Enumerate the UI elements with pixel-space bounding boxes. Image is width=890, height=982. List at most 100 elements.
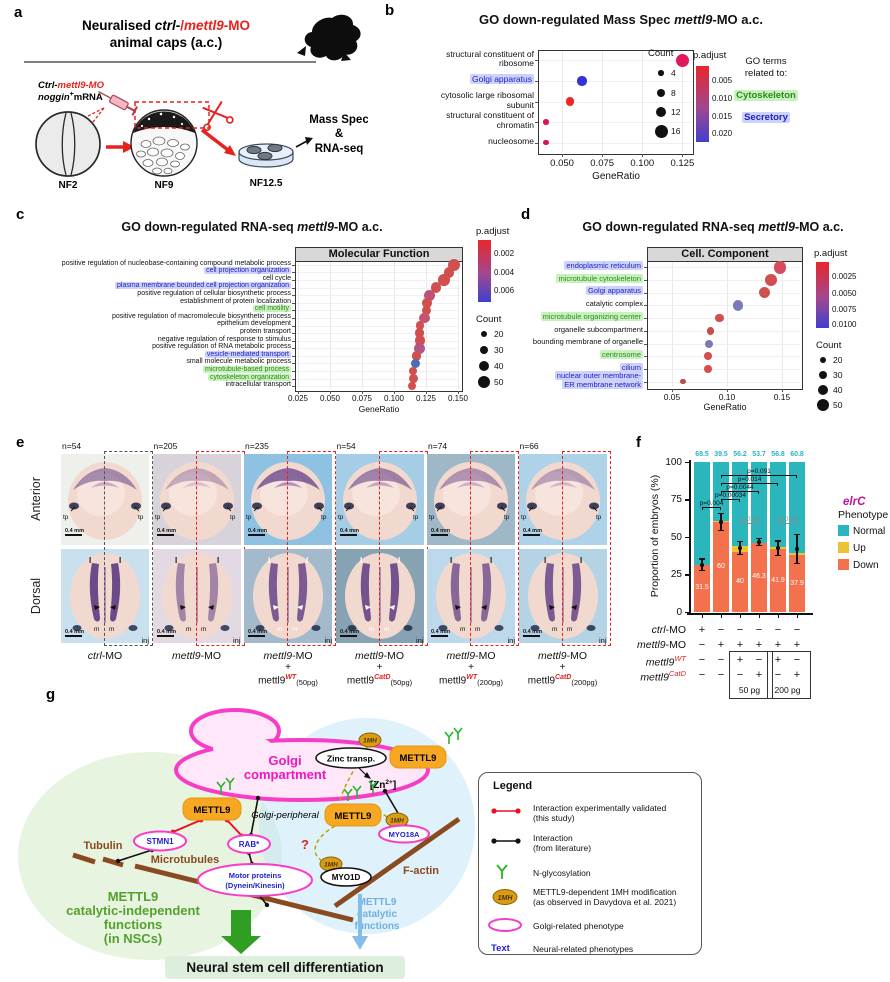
data-dot-c [438, 274, 450, 286]
f-error-cap [737, 541, 743, 543]
f-bracket-tick [777, 483, 779, 486]
f-bracket-line [702, 507, 721, 509]
data-dot-c [414, 342, 426, 354]
panel-label-f: f [636, 434, 641, 451]
term-tick [644, 330, 647, 332]
f-matrix-cell: − [698, 654, 706, 666]
term-tick [535, 122, 538, 124]
f-bracket-tick [778, 523, 780, 526]
f-legend-label: Normal [853, 526, 886, 537]
question-mark: ? [301, 837, 309, 852]
term-label-d: bounding membrane of organelle [532, 337, 643, 347]
data-dot-b [543, 139, 549, 146]
gridline-h [648, 292, 800, 294]
x-tick-c: 0.125 [415, 394, 437, 403]
e-caption-line1: mettl9-MO [354, 650, 404, 662]
svg-text:(Dynein/Kinesin): (Dynein/Kinesin) [225, 881, 285, 890]
count-legend-dot [816, 398, 830, 412]
e-caption-line1: mettl9-MO [537, 650, 587, 662]
data-dot-c [407, 381, 417, 391]
data-dot-c [408, 374, 418, 384]
padjust-label: 0.0050 [832, 288, 857, 298]
x-tick-mark [394, 391, 395, 394]
f-dose-box [766, 651, 811, 699]
plot-area-d [647, 261, 803, 390]
data-dot-d [758, 287, 771, 299]
f-bar-down [694, 564, 710, 612]
gridline-h [296, 325, 460, 327]
e-n-label: n=74 [428, 441, 448, 451]
zinc-ion-label: [Zn2+] [370, 779, 396, 791]
term-label-c: positive regulation of RNA metabolic pro… [152, 343, 291, 351]
term-label-c: small molecule metabolic process [186, 358, 291, 366]
f-bracket-tick [721, 475, 723, 478]
svg-text:l: l [217, 556, 219, 565]
f-error-cap [794, 563, 800, 565]
count-legend-dot [655, 106, 667, 118]
data-dot-c [419, 312, 430, 324]
term-tick [292, 287, 295, 289]
gridline-h [296, 340, 460, 342]
data-dot-c [411, 351, 422, 361]
f-actin-line [333, 816, 461, 909]
x-tick-d: 0.05 [663, 392, 681, 402]
x-tick-mark [562, 154, 564, 157]
svg-text:METTL9: METTL9 [194, 805, 231, 816]
padjust-label: 0.010 [712, 93, 733, 103]
term-label-c: cell cycle [262, 274, 291, 282]
svg-text:m: m [94, 626, 99, 633]
e-n-label: n=235 [245, 441, 269, 451]
padjust-label: 0.0025 [832, 271, 857, 281]
gridline-h [296, 363, 460, 365]
e-caption-plus: + [376, 662, 383, 673]
svg-text:l: l [580, 556, 582, 565]
svg-text:m: m [460, 626, 465, 633]
f-matrix-row-label: mettl9WT [645, 654, 686, 669]
gridline-h [648, 381, 800, 383]
svg-text:METTL9: METTL9 [358, 897, 397, 908]
svg-text:l: l [119, 556, 121, 565]
data-dot-d [715, 313, 724, 323]
facet-header-d: Cell. Component [647, 247, 803, 262]
e-caption-line3: mettl9CatD(50pg) [346, 674, 413, 688]
term-tick [292, 272, 295, 274]
term-tick [535, 60, 538, 62]
term-label-b: nucleosome [488, 135, 534, 146]
f-matrix-cell: − [755, 654, 763, 666]
padjust-label: 0.002 [494, 248, 515, 258]
gridline-h [296, 272, 460, 274]
x-axis-label-d: GeneRatio [703, 402, 747, 412]
svg-text:0.4 mm: 0.4 mm [431, 528, 450, 534]
e-row-label-dorsal: Dorsal [29, 577, 43, 615]
stmn1-oval: STMN1 [133, 830, 187, 852]
f-bracket-line [740, 523, 759, 525]
count-legend-dot [819, 356, 827, 364]
count-legend-label: 16 [671, 126, 681, 136]
e-anterior-image: tp tp 0.4 mm [335, 454, 424, 545]
term-label-c: vesicle-mediated transport [204, 350, 291, 358]
count-legend-label: 12 [671, 107, 681, 117]
term-label-d: microtubule cytoskeleton [556, 273, 643, 283]
term-label-d: cilium [619, 362, 643, 372]
data-dot-d [732, 300, 744, 311]
svg-text:m: m [552, 626, 557, 633]
mettl9-box-left: METTL9 [182, 797, 242, 821]
gridline-h [296, 287, 460, 289]
f-bar-normal [751, 462, 767, 543]
f-bracket-tick [758, 491, 760, 494]
facet-header-c: Molecular Function [295, 247, 463, 262]
svg-text:m: m [292, 626, 297, 633]
gridline-h [296, 279, 460, 281]
f-error-dot [719, 520, 723, 524]
golgi-label-2: compartment [244, 767, 327, 782]
f-error-dot [757, 540, 761, 545]
term-label-d: microtubule organizing center [540, 311, 643, 321]
f-bracket-tick [739, 499, 741, 502]
golgi-label-1: Golgi [268, 753, 301, 768]
term-label-b: Golgi apparatus [469, 74, 534, 85]
svg-text:tp: tp [321, 514, 327, 521]
blastula-embryo [130, 109, 198, 177]
svg-text:(in NSCs): (in NSCs) [104, 931, 163, 946]
f-pvalue-label: p=0.091 [747, 467, 771, 475]
svg-text:Motor proteins: Motor proteins [229, 871, 282, 880]
